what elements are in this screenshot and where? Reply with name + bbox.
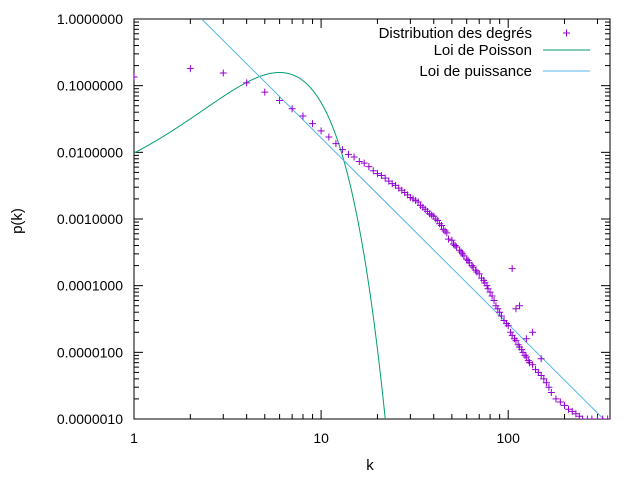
degree-point (449, 240, 457, 248)
degree-point (490, 296, 498, 304)
degree-point (261, 88, 269, 96)
degree-point (437, 221, 445, 229)
degree-point (561, 401, 569, 409)
y-tick-label: 0.1000000 (57, 78, 123, 94)
x-axis-title: k (366, 457, 374, 474)
x-tick-label: 100 (497, 430, 521, 446)
degree-point (369, 167, 377, 175)
degree-point (451, 242, 459, 250)
degree-point (583, 415, 591, 419)
degree-point (317, 127, 325, 135)
y-tick-label: 1.0000000 (57, 11, 123, 27)
y-tick-label: 0.0010000 (57, 211, 123, 227)
legend: Distribution des degrés Loi de Poisson L… (379, 25, 590, 80)
degree-point (508, 265, 516, 273)
x-tick-label: 1 (130, 430, 138, 446)
poisson-curve (134, 72, 386, 419)
degree-point (556, 398, 564, 406)
degree-point (453, 243, 461, 251)
degree-point (134, 73, 138, 81)
degree-point (516, 302, 524, 310)
degree-point (344, 150, 352, 158)
y-tick-label: 0.0100000 (57, 144, 123, 160)
degree-point (521, 351, 529, 359)
degree-point (463, 255, 471, 263)
degree-point (497, 312, 505, 320)
degree-point (468, 262, 476, 270)
degree-point (542, 379, 550, 387)
degree-point (588, 415, 596, 419)
degree-point (496, 308, 504, 316)
degree-point (599, 415, 607, 419)
degree-point (350, 153, 358, 161)
degree-point (381, 174, 389, 182)
degree-point (441, 227, 449, 235)
degree-point (540, 375, 548, 383)
y-tick-label: 0.0000010 (57, 411, 123, 427)
legend-label-poisson: Loi de Poisson (434, 42, 532, 59)
legend-label-power-law: Loi de puissance (419, 63, 532, 80)
degree-point (522, 335, 530, 343)
degree-point (547, 388, 555, 396)
degree-point (456, 246, 464, 254)
degree-point (332, 140, 340, 148)
degree-point (529, 361, 537, 369)
degree-point (552, 395, 560, 403)
degree-point (483, 282, 491, 290)
legend-swatch-degree-distribution (563, 29, 570, 37)
degree-point (472, 266, 480, 274)
degree-point (443, 229, 451, 237)
degree-point (522, 353, 530, 361)
degree-point (593, 415, 601, 419)
degree-point (392, 181, 400, 189)
degree-point (448, 236, 456, 244)
degree-point (360, 159, 368, 167)
series-layer (134, 19, 610, 419)
y-axis-title: p(k) (9, 208, 26, 234)
degree-point (604, 415, 610, 419)
degree-point (186, 65, 194, 73)
degree-point (504, 322, 512, 330)
degree-point (529, 328, 537, 336)
degree-point (299, 112, 307, 120)
degree-point (219, 69, 227, 77)
degree-point (436, 220, 444, 228)
degree-point (288, 105, 296, 113)
x-axis-ticks: 1 10 100 (130, 19, 598, 446)
degree-point (243, 79, 251, 87)
degree-point (388, 180, 396, 188)
y-tick-label: 0.0000100 (57, 344, 123, 360)
degree-point (545, 383, 553, 391)
degree-point (439, 225, 447, 233)
degree-point (276, 96, 284, 104)
degree-point (338, 146, 346, 154)
degree-point (373, 170, 381, 178)
degree-point (507, 328, 515, 336)
degree-point (488, 292, 496, 300)
degree-point (365, 163, 373, 171)
degree-point (325, 133, 333, 141)
degree-point (492, 302, 500, 310)
degree-point (512, 305, 520, 313)
degree-point (377, 171, 385, 179)
degree-point (564, 405, 572, 413)
y-tick-label: 0.0001000 (57, 278, 123, 294)
degree-point (537, 355, 545, 363)
x-tick-label: 10 (313, 430, 329, 446)
degree-point (355, 157, 363, 165)
power-law-line (201, 19, 605, 419)
degree-point (486, 288, 494, 296)
degree-point (512, 337, 520, 345)
degree-point (475, 270, 483, 278)
degree-point (445, 235, 453, 243)
degree-point (494, 305, 502, 313)
degree-point (579, 415, 587, 419)
legend-label-degree-distribution: Distribution des degrés (379, 25, 532, 42)
y-axis-ticks: 1.0000000 0.1000000 0.0100000 0.0010000 0.00… (57, 11, 610, 427)
degree-point (568, 407, 576, 415)
degree-point (309, 120, 317, 128)
